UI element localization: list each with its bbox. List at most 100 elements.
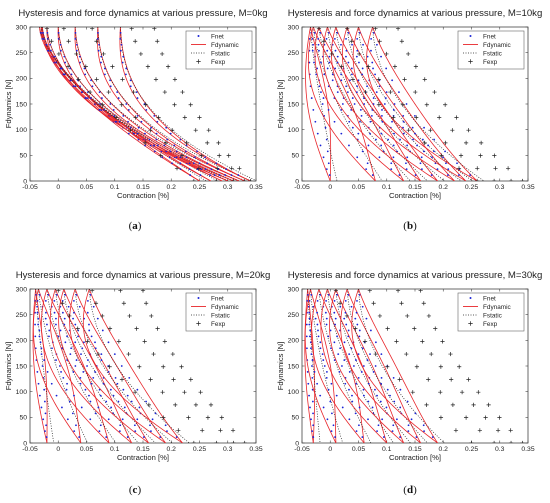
fnet-point (127, 109, 130, 111)
fnet-point (372, 32, 375, 34)
fexp-marker-4 (426, 313, 432, 319)
fexp-marker-5 (160, 51, 165, 57)
fexp-marker-1 (133, 390, 138, 395)
fnet-point (218, 174, 221, 176)
fexp-marker-4 (188, 377, 193, 382)
fstatic-line-3 (46, 289, 117, 443)
fnet-point (149, 424, 151, 427)
fnet-point (380, 353, 383, 356)
fdynamic-line-7-loading (358, 27, 467, 181)
fexp-marker-4 (454, 115, 459, 120)
fnet-point (168, 156, 171, 159)
fnet-point (333, 341, 336, 344)
fnet-point (80, 353, 82, 356)
fexp-marker-2 (443, 140, 448, 145)
fstatic-line-2 (38, 289, 88, 443)
fnet-point (100, 353, 103, 356)
fstatic-line-6 (74, 27, 246, 181)
fnet-point (370, 49, 372, 52)
fnet-point (386, 388, 389, 391)
fnet-point (308, 323, 311, 326)
fnet-point (310, 353, 313, 356)
x-tick-label: 0 (328, 446, 332, 453)
fnet-point (345, 37, 347, 40)
fnet-point (133, 424, 136, 427)
fnet-point (137, 126, 140, 129)
fdynamic-line-3-unloading (40, 289, 110, 443)
fnet-point (380, 55, 382, 58)
fnet-point (328, 55, 331, 58)
x-tick-label: 0.35 (521, 446, 534, 453)
fnet-point (422, 424, 425, 427)
fnet-point (431, 436, 434, 438)
fexp-marker-4 (198, 390, 203, 395)
fnet-point (78, 55, 81, 58)
fdynamic-line-1-loading (35, 289, 48, 443)
fnet-point (340, 43, 342, 46)
panel-caption-letter: d (407, 484, 413, 496)
fexp-marker-4 (433, 326, 438, 331)
fnet-point (312, 436, 315, 438)
fnet-point (138, 406, 141, 409)
fnet-point (358, 61, 360, 64)
fexp-marker-2 (475, 166, 480, 171)
fnet-point (156, 144, 159, 147)
fstatic-line-5 (63, 289, 156, 443)
legend-box (185, 292, 253, 332)
fexp-marker-3 (151, 351, 156, 357)
fnet-point (329, 329, 332, 332)
legend-label: Fstatic (483, 312, 503, 319)
fnet-point (361, 150, 364, 153)
legend-fnet-swatch (469, 297, 472, 299)
fnet-point (74, 37, 77, 40)
fnet-point (73, 430, 76, 433)
x-tick-label: 0.3 (495, 446, 505, 453)
fstatic-line-2 (310, 289, 344, 443)
fexp-marker-1 (113, 115, 119, 120)
fexp-marker-2 (492, 440, 497, 443)
fnet-point (399, 406, 402, 409)
x-tick-label: 0.3 (223, 184, 233, 191)
fnet-point (66, 382, 68, 385)
fexp-marker-2 (148, 128, 153, 133)
fexp-marker-3 (392, 64, 398, 69)
y-tick-label: 300 (16, 24, 28, 31)
fnet-point (88, 329, 91, 332)
x-tick-label: 0.2 (167, 184, 177, 191)
fexp-marker-2 (438, 390, 443, 395)
fexp-marker-1 (176, 428, 181, 433)
fnet-point (142, 436, 145, 438)
fnet-point (44, 430, 46, 433)
fnet-point (175, 150, 178, 153)
y-tick-label: 150 (288, 363, 300, 370)
fnet-point (91, 85, 94, 88)
fnet-point (362, 365, 365, 367)
y-tick-label: 250 (16, 312, 28, 319)
fexp-marker-1 (60, 301, 65, 306)
fnet-point (427, 144, 430, 147)
fnet-point (347, 335, 350, 338)
fnet-point (200, 168, 203, 171)
fnet-point (83, 341, 85, 344)
fnet-point (34, 323, 36, 326)
fexp-marker-2 (400, 102, 405, 107)
fnet-point (414, 132, 416, 135)
fnet-point (65, 388, 68, 391)
fexp-marker-4 (520, 178, 525, 181)
fexp-marker-4 (170, 351, 175, 357)
x-tick-label: 0 (328, 184, 332, 191)
y-tick-label: 50 (291, 153, 299, 160)
legend-label: Fdynamic (211, 42, 240, 49)
fnet-point (79, 376, 82, 379)
fnet-point (94, 347, 97, 350)
fnet-point (69, 353, 72, 356)
fnet-point (36, 371, 39, 373)
fnet-point (102, 382, 105, 385)
fnet-point (375, 138, 377, 141)
fnet-point (79, 382, 82, 385)
fdynamic-line-5-unloading (57, 27, 234, 181)
fnet-point (348, 144, 350, 147)
legend-label: Fnet (483, 33, 496, 40)
fnet-point (469, 174, 472, 176)
x-tick-label: 0.05 (80, 446, 93, 453)
